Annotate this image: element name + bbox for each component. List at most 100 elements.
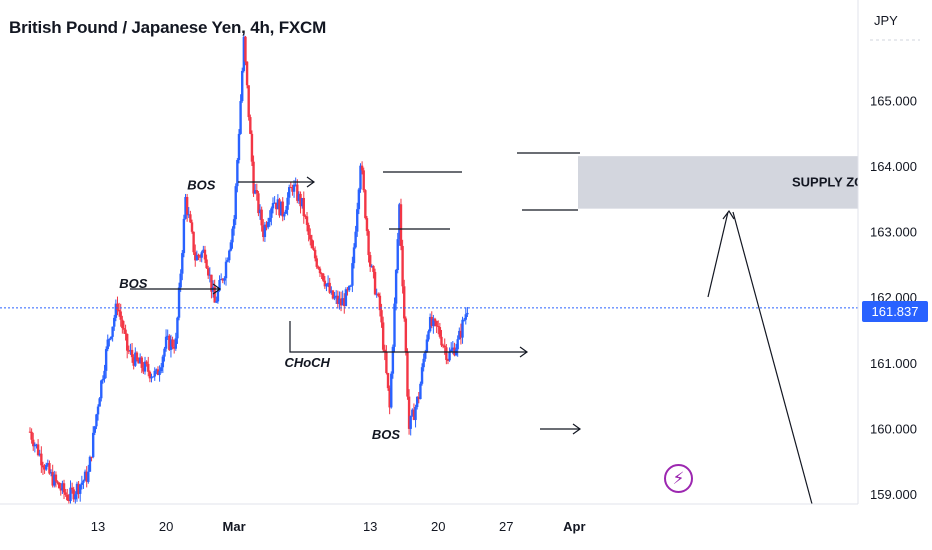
candle-down (221, 278, 224, 281)
candle-up (448, 351, 451, 361)
arrow-head (212, 283, 222, 295)
candle-up (258, 209, 262, 214)
candle-up (432, 318, 435, 327)
candle-down (313, 249, 317, 259)
x-tick-label: Apr (563, 519, 585, 534)
candle-up (347, 285, 351, 291)
candle-up (370, 265, 374, 267)
candle-down (399, 204, 403, 246)
candle-up (390, 373, 393, 408)
x-tick-label: 20 (431, 519, 445, 534)
candle-down (407, 396, 411, 429)
candle-up (82, 480, 85, 483)
candle-up (96, 406, 100, 415)
x-tick-label: 27 (499, 519, 513, 534)
candle-up (215, 301, 218, 303)
candle-up (288, 187, 291, 198)
candle-up (357, 189, 361, 210)
x-tick-label: Mar (223, 519, 246, 534)
candle-down (367, 231, 370, 256)
candle-down (135, 352, 139, 360)
candle-down (302, 197, 305, 217)
candle-down (247, 85, 250, 118)
candle-down (213, 286, 216, 303)
candle-down (122, 328, 126, 330)
arrow-head (519, 346, 529, 358)
structure-line (289, 321, 527, 353)
candle-down (56, 481, 59, 483)
candle-down (378, 295, 382, 311)
candle-down (90, 456, 93, 458)
candle-up (179, 273, 182, 288)
candle-down (304, 216, 307, 218)
candle-down (124, 329, 127, 334)
candle-down (190, 222, 194, 232)
candle-down (323, 280, 327, 287)
candle-down (331, 290, 335, 299)
candle-down (380, 310, 383, 323)
candle-down (278, 199, 281, 216)
candle-up (202, 249, 205, 253)
candle-up (200, 252, 203, 258)
candle-down (210, 274, 213, 292)
candle-up (425, 339, 429, 352)
candle-up (359, 165, 362, 190)
candle-up (218, 279, 221, 291)
candle-down (140, 357, 143, 368)
candle-down (386, 373, 390, 389)
candle-down (383, 349, 386, 353)
candle-down (440, 336, 443, 346)
candle-down (441, 345, 445, 347)
candle-up (216, 290, 220, 302)
candle-up (391, 346, 395, 374)
candle-down (119, 311, 122, 320)
candle-up (106, 339, 109, 350)
candle-up (69, 487, 72, 502)
lightning-icon[interactable]: ⚡ (664, 464, 693, 493)
candle-up (91, 432, 95, 458)
candle-down (322, 273, 325, 281)
candle-up (326, 282, 330, 284)
candle-down (121, 319, 124, 329)
candle-down (203, 249, 207, 260)
candle-up (151, 376, 155, 378)
candle-down (142, 367, 145, 372)
candle-up (46, 463, 50, 465)
candle-down (192, 231, 195, 253)
candle-up (208, 274, 212, 276)
candle-up (270, 208, 273, 218)
candle-down (64, 492, 67, 495)
candle-up (223, 278, 226, 281)
candle-down (194, 252, 197, 261)
candle-up (297, 193, 301, 201)
candle-down (205, 259, 208, 269)
candle-down (54, 474, 58, 482)
candle-down (291, 187, 294, 192)
candle-up (394, 270, 398, 304)
candle-up (450, 349, 453, 352)
candle-up (176, 317, 179, 339)
candle-up (38, 453, 41, 456)
candle-up (456, 339, 459, 350)
candle-up (334, 295, 338, 298)
candle-down (388, 388, 391, 408)
candle-up (356, 209, 359, 232)
candle-down (377, 293, 380, 296)
candle-down (244, 36, 247, 62)
candle-up (83, 471, 87, 481)
candle-up (409, 415, 412, 429)
candle-up (164, 336, 168, 349)
candle-up (160, 367, 163, 372)
candle-up (226, 260, 229, 262)
candle-down (255, 190, 258, 194)
candle-down (381, 322, 385, 350)
candle-down (318, 268, 322, 274)
candle-down (281, 201, 284, 217)
candle-up (462, 319, 466, 321)
candle-down (127, 350, 131, 352)
candle-down (320, 273, 323, 275)
candle-up (74, 494, 77, 500)
candle-down (185, 196, 189, 215)
arrow-head (306, 176, 316, 188)
